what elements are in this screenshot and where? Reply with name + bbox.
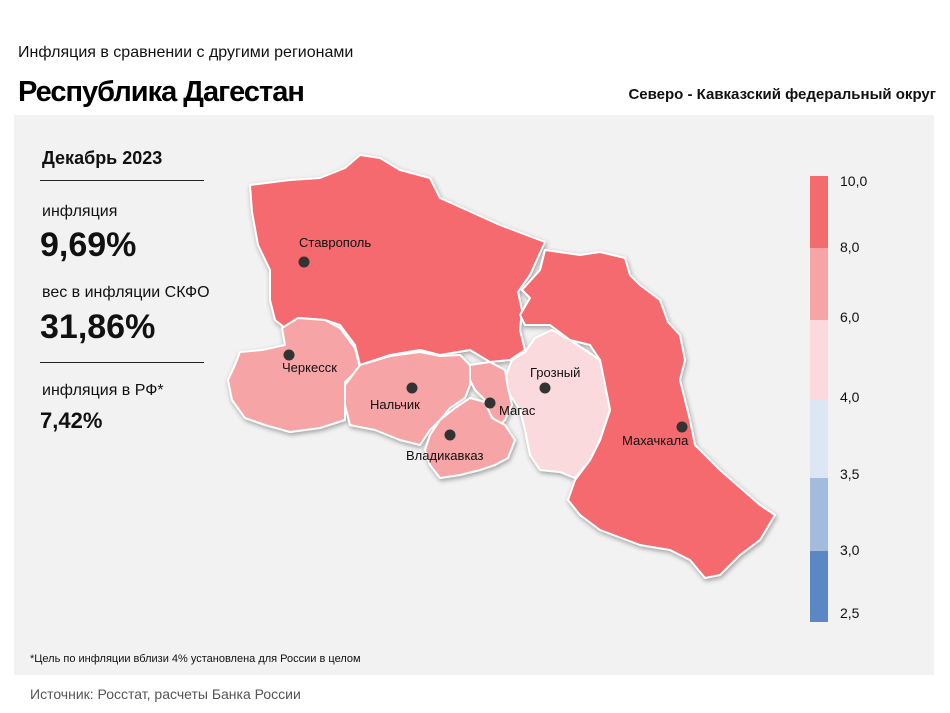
scale-band-6 [810, 551, 828, 622]
scale-band-5 [810, 478, 828, 551]
grozny-label: Грозный [530, 365, 580, 380]
inflation-label: инфляция [42, 203, 118, 220]
scale-band-4 [810, 400, 828, 478]
region-kabardino-balkaria[interactable] [344, 351, 471, 446]
scale-label-10: 10,0 [840, 173, 868, 189]
source-note: Источник: Росстат, расчеты Банка России [30, 686, 301, 702]
weight-label: вес в инфляции СКФО [42, 284, 210, 301]
scale-label-3: 3,0 [840, 542, 860, 558]
rf-inflation-label: инфляция в РФ* [42, 382, 164, 399]
region-stavropol[interactable] [249, 154, 546, 366]
region-north-ossetia[interactable] [424, 397, 516, 479]
stavropol-label: Ставрополь [299, 235, 371, 250]
region-ingushetia[interactable] [469, 361, 513, 426]
rf-inflation-value: 7,42% [40, 408, 103, 433]
scale-band-3 [810, 320, 828, 400]
nalchik-marker[interactable] [406, 382, 418, 394]
magas-marker[interactable] [484, 397, 496, 409]
divider-top [40, 180, 204, 181]
region-karachay-cherkessia[interactable] [227, 317, 361, 433]
scale-label-2-5: 2,5 [840, 605, 860, 621]
stavropol-marker[interactable] [298, 256, 310, 268]
city-markers [283, 256, 688, 441]
grozny-marker[interactable] [539, 382, 551, 394]
scale-band-1 [810, 176, 828, 248]
scale-label-4: 4,0 [840, 389, 860, 405]
page-title: Республика Дагестан [18, 76, 305, 108]
makhachkala-marker[interactable] [676, 421, 688, 433]
cherkessk-marker[interactable] [283, 349, 295, 361]
scale-label-6: 6,0 [840, 309, 860, 325]
region-chechnya[interactable] [504, 329, 611, 479]
makhachkala-label: Махачкала [622, 433, 689, 448]
footnote: *Цель по инфляции вблизи 4% установлена … [30, 653, 361, 665]
scale-band-2 [810, 248, 828, 320]
vladikavkaz-marker[interactable] [444, 429, 456, 441]
vladikavkaz-label: Владикавказ [406, 448, 484, 463]
scale-label-3-5: 3,5 [840, 466, 860, 482]
district-label: Северо - Кавказский федеральный округ [628, 86, 936, 103]
weight-value: 31,86% [40, 308, 156, 346]
content-panel [14, 115, 934, 675]
magas-label: Магас [499, 403, 536, 418]
inflation-value: 9,69% [40, 226, 137, 264]
nalchik-label: Нальчик [370, 397, 420, 412]
subtitle: Инфляция в сравнении с другими регионами [18, 44, 354, 61]
cherkessk-label: Черкесск [282, 360, 337, 375]
divider-bottom [40, 362, 204, 363]
period-label: Декабрь 2023 [42, 148, 163, 168]
scale-label-8: 8,0 [840, 239, 860, 255]
